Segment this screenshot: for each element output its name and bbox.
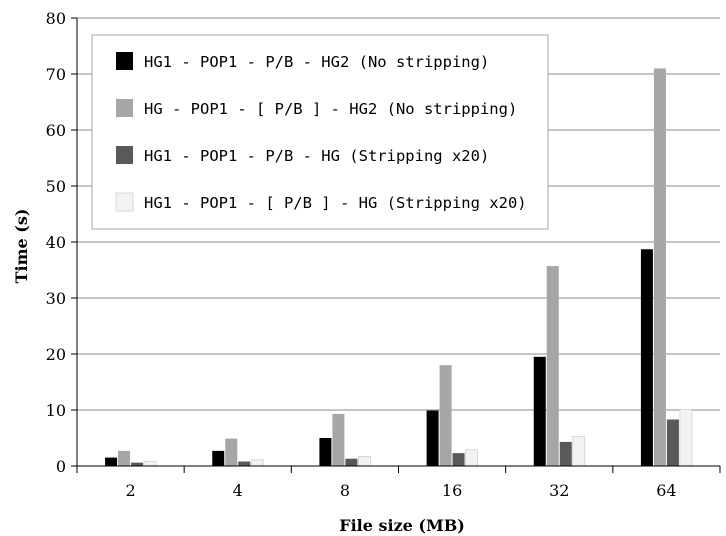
- bar: [452, 453, 465, 466]
- legend-swatch: [116, 99, 133, 117]
- bar: [666, 419, 679, 466]
- bars: [105, 68, 693, 467]
- bar: [439, 365, 452, 466]
- bar: [225, 438, 238, 466]
- bar: [533, 356, 546, 466]
- legend-entry: HG1 - POP1 - P/B - HG2 (No stripping): [144, 53, 489, 71]
- y-tick-label: 0: [56, 457, 66, 476]
- y-axis-label: Time (s): [12, 209, 31, 284]
- legend-entry: HG1 - POP1 - [ P/B ] - HG (Stripping x20…: [144, 194, 527, 212]
- y-tick-label: 20: [46, 345, 66, 364]
- bar: [143, 461, 157, 467]
- axes: [71, 17, 721, 473]
- legend: HG1 - POP1 - P/B - HG2 (No stripping) HG …: [91, 34, 549, 230]
- x-tick-label: 32: [549, 481, 569, 500]
- x-tick-label: 8: [340, 481, 350, 500]
- y-tick-label: 80: [46, 9, 66, 28]
- bar: [640, 249, 653, 466]
- bar: [105, 457, 118, 466]
- legend-entry: HG1 - POP1 - P/B - HG (Stripping x20): [144, 147, 489, 165]
- y-tick-label: 10: [46, 401, 66, 420]
- legend-swatch: [116, 146, 133, 164]
- y-tick-label: 50: [46, 177, 66, 196]
- bar: [653, 68, 666, 467]
- bar: [679, 409, 693, 467]
- bar: [118, 450, 131, 466]
- legend-box: [91, 34, 549, 230]
- y-tick-label: 30: [46, 289, 66, 308]
- bar: [250, 459, 264, 467]
- y-tick-label: 70: [46, 65, 66, 84]
- bar: [212, 450, 225, 466]
- bar: [426, 410, 439, 466]
- y-tick-label: 40: [46, 233, 66, 252]
- legend-swatch: [116, 52, 133, 70]
- x-tick-label: 64: [656, 481, 676, 500]
- bar: [319, 438, 332, 466]
- bar: [546, 266, 559, 466]
- bar: [345, 458, 358, 466]
- x-axis-label: File size (MB): [339, 516, 465, 535]
- bar: [559, 441, 572, 466]
- x-tick-label: 4: [233, 481, 243, 500]
- bar: [238, 461, 251, 466]
- x-tick-label: 16: [442, 481, 462, 500]
- bar: [332, 413, 345, 466]
- y-tick-label: 60: [46, 121, 66, 140]
- legend-swatch: [115, 192, 134, 212]
- bar: [131, 462, 144, 466]
- x-tick-labels: 2 4 8 16 32 64: [125, 481, 676, 500]
- bar: [572, 435, 586, 467]
- x-tick-label: 2: [125, 481, 135, 500]
- bar: [465, 449, 478, 467]
- y-tick-labels: 0 10 20 30 40 50 60 70 80: [46, 9, 66, 476]
- legend-entry: HG - POP1 - [ P/B ] - HG2 (No stripping): [144, 100, 517, 118]
- bar: [358, 456, 371, 467]
